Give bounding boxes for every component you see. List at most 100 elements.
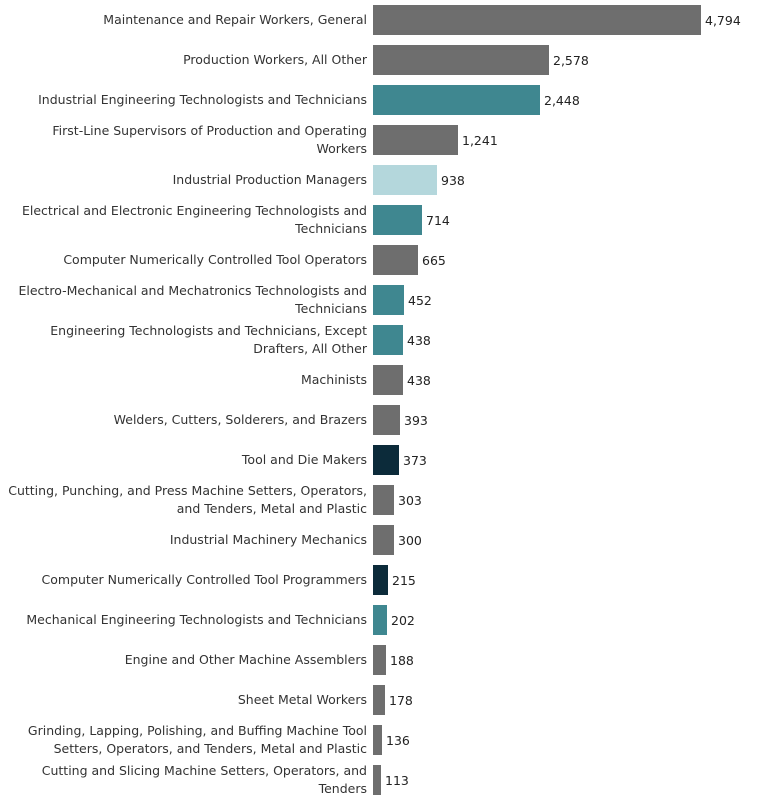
bar (373, 525, 394, 555)
bar-row: First-Line Supervisors of Production and… (0, 120, 761, 160)
category-label: Grinding, Lapping, Polishing, and Buffin… (0, 720, 367, 760)
data-label: 300 (398, 532, 422, 548)
bar-row: Sheet Metal Workers 178 (0, 680, 761, 720)
bar (373, 765, 381, 795)
data-label: 665 (422, 252, 446, 268)
bar-row: Computer Numerically Controlled Tool Pro… (0, 560, 761, 600)
category-label-line: Industrial Engineering Technologists and… (38, 92, 367, 107)
bar-row: Mechanical Engineering Technologists and… (0, 600, 761, 640)
bar-row: Welders, Cutters, Solderers, and Brazers… (0, 400, 761, 440)
category-label-line: and Tenders, Metal and Plastic (176, 501, 367, 516)
bar (373, 365, 403, 395)
category-label-line: Cutting and Slicing Machine Setters, Ope… (41, 763, 367, 778)
category-label-line: Electrical and Electronic Engineering Te… (22, 203, 367, 218)
data-label: 188 (390, 652, 414, 668)
bar (373, 325, 403, 355)
category-label: Cutting and Slicing Machine Setters, Ope… (0, 760, 367, 800)
bar (373, 285, 404, 315)
category-label-line: Industrial Production Managers (172, 172, 367, 187)
data-label: 373 (403, 452, 427, 468)
data-label: 303 (398, 492, 422, 508)
category-label-line: Technicians (295, 301, 367, 316)
category-label-line: Computer Numerically Controlled Tool Ope… (63, 252, 367, 267)
data-label: 136 (386, 732, 410, 748)
category-label-line: Mechanical Engineering Technologists and… (26, 612, 367, 627)
category-label: Production Workers, All Other (0, 40, 367, 80)
bar-row: Cutting, Punching, and Press Machine Set… (0, 480, 761, 520)
bar (373, 645, 386, 675)
category-label-line: Drafters, All Other (253, 341, 367, 356)
bar (373, 5, 701, 35)
data-label: 393 (404, 412, 428, 428)
category-label-line: Setters, Operators, and Tenders, Metal a… (53, 741, 367, 756)
data-label: 452 (408, 292, 432, 308)
category-label: First-Line Supervisors of Production and… (0, 120, 367, 160)
bar (373, 605, 387, 635)
category-label-line: Tenders (318, 781, 367, 796)
data-label: 438 (407, 332, 431, 348)
category-label: Electrical and Electronic Engineering Te… (0, 200, 367, 240)
category-label-line: Engineering Technologists and Technician… (50, 323, 367, 338)
category-label: Machinists (0, 360, 367, 400)
bar (373, 685, 385, 715)
bar-row: Industrial Engineering Technologists and… (0, 80, 761, 120)
bar-row: Industrial Production Managers 938 (0, 160, 761, 200)
category-label: Mechanical Engineering Technologists and… (0, 600, 367, 640)
data-label: 714 (426, 212, 450, 228)
bar (373, 125, 458, 155)
bar-row: Industrial Machinery Mechanics 300 (0, 520, 761, 560)
bar (373, 85, 540, 115)
bar (373, 165, 437, 195)
category-label-line: Production Workers, All Other (183, 52, 367, 67)
category-label-line: Tool and Die Makers (241, 452, 367, 467)
data-label: 202 (391, 612, 415, 628)
category-label-line: Engine and Other Machine Assemblers (124, 652, 367, 667)
category-label-line: Machinists (300, 372, 367, 387)
category-label-line: Computer Numerically Controlled Tool Pro… (41, 572, 367, 587)
bar-row: Engine and Other Machine Assemblers 188 (0, 640, 761, 680)
bar (373, 45, 549, 75)
category-label-line: Grinding, Lapping, Polishing, and Buffin… (27, 723, 367, 738)
bar (373, 205, 422, 235)
bar-row: Grinding, Lapping, Polishing, and Buffin… (0, 720, 761, 760)
data-label: 938 (441, 172, 465, 188)
data-label: 1,241 (462, 132, 498, 148)
category-label: Electro-Mechanical and Mechatronics Tech… (0, 280, 368, 320)
category-label: Industrial Engineering Technologists and… (0, 80, 367, 120)
bar (373, 725, 382, 755)
category-label: Engine and Other Machine Assemblers (0, 640, 367, 680)
category-label-line: Cutting, Punching, and Press Machine Set… (8, 483, 367, 498)
category-label: Industrial Production Managers (0, 160, 367, 200)
data-label: 438 (407, 372, 431, 388)
category-label: Welders, Cutters, Solderers, and Brazers (0, 400, 367, 440)
bar-row: Electro-Mechanical and Mechatronics Tech… (0, 280, 761, 320)
category-label: Maintenance and Repair Workers, General (0, 0, 367, 40)
bar (373, 245, 418, 275)
data-label: 4,794 (705, 12, 741, 28)
bar-row: Electrical and Electronic Engineering Te… (0, 200, 761, 240)
bar (373, 485, 394, 515)
data-label: 215 (392, 572, 416, 588)
bar (373, 445, 399, 475)
bar-row: Cutting and Slicing Machine Setters, Ope… (0, 760, 761, 800)
category-label: Tool and Die Makers (0, 440, 367, 480)
data-label: 178 (389, 692, 413, 708)
data-label: 2,448 (544, 92, 580, 108)
bar-row: Maintenance and Repair Workers, General 4… (0, 0, 761, 40)
category-label: Engineering Technologists and Technician… (0, 320, 367, 360)
bar (373, 405, 400, 435)
category-label-line: Electro-Mechanical and Mechatronics Tech… (18, 283, 368, 298)
bar-row: Computer Numerically Controlled Tool Ope… (0, 240, 761, 280)
category-label-line: Welders, Cutters, Solderers, and Brazers (113, 412, 367, 427)
data-label: 113 (385, 772, 409, 788)
category-label: Cutting, Punching, and Press Machine Set… (0, 480, 367, 520)
bar-row: Production Workers, All Other 2,578 (0, 40, 761, 80)
category-label: Computer Numerically Controlled Tool Ope… (0, 240, 367, 280)
category-label-line: Maintenance and Repair Workers, General (103, 12, 367, 27)
category-label-line: Sheet Metal Workers (237, 692, 367, 707)
bar-row: Machinists 438 (0, 360, 761, 400)
category-label-line: Industrial Machinery Mechanics (169, 532, 367, 547)
category-label-line: First-Line Supervisors of Production and… (52, 123, 367, 156)
category-label-line: Technicians (295, 221, 367, 236)
